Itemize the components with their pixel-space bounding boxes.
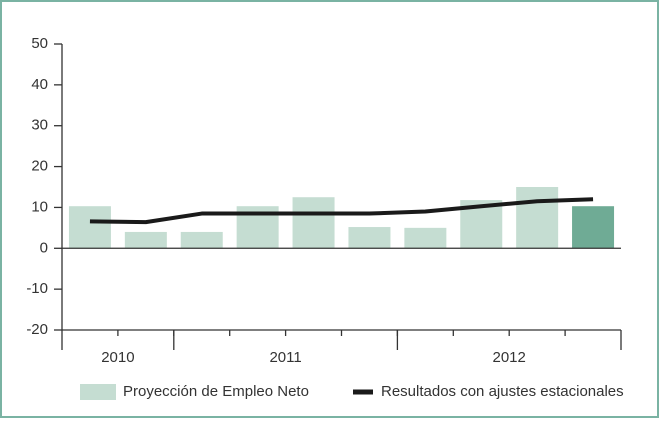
y-tick-label: 20 [31, 158, 48, 175]
y-tick-label: 0 [40, 239, 48, 256]
x-group-label: 2012 [493, 349, 526, 366]
bar [292, 197, 335, 249]
bar [180, 231, 223, 249]
legend-swatch [80, 384, 116, 400]
bar [572, 206, 615, 249]
legend-label: Proyección de Empleo Neto [123, 383, 309, 400]
x-group-label: 2011 [269, 349, 301, 366]
bar [516, 187, 559, 249]
line [89, 197, 594, 225]
bar [404, 227, 447, 249]
bar [348, 227, 391, 249]
y-tick-label: 40 [31, 76, 48, 93]
y-tick-label: -20 [26, 321, 48, 338]
y-tick-label: -10 [26, 280, 48, 297]
bar [68, 206, 111, 249]
x-group-label: 2010 [101, 349, 134, 366]
bar [124, 231, 167, 249]
y-tick-label: 50 [31, 35, 48, 52]
y-tick-label: 30 [31, 117, 48, 134]
y-tick-label: 10 [31, 198, 48, 215]
legend-label: Resultados con ajustes estacionales [381, 383, 624, 400]
